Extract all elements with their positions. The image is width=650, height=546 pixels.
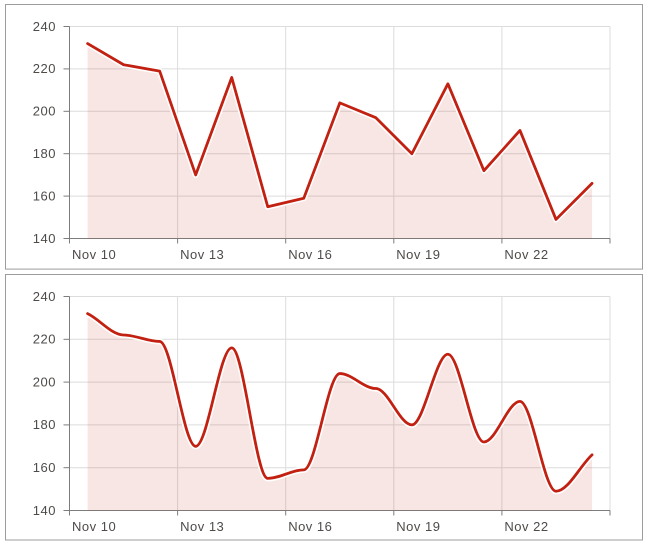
svg-text:Nov 13: Nov 13 bbox=[180, 247, 224, 262]
svg-text:Nov 10: Nov 10 bbox=[72, 519, 116, 534]
svg-text:Nov 22: Nov 22 bbox=[504, 519, 548, 534]
svg-text:Nov 13: Nov 13 bbox=[180, 519, 224, 534]
svg-text:Nov 19: Nov 19 bbox=[396, 519, 440, 534]
svg-text:220: 220 bbox=[33, 332, 56, 347]
svg-text:180: 180 bbox=[33, 146, 56, 161]
svg-text:160: 160 bbox=[33, 188, 56, 203]
svg-text:220: 220 bbox=[33, 61, 56, 76]
svg-text:200: 200 bbox=[33, 374, 56, 389]
svg-text:200: 200 bbox=[33, 104, 56, 119]
svg-text:140: 140 bbox=[33, 503, 56, 518]
svg-text:Nov 19: Nov 19 bbox=[396, 247, 440, 262]
svg-text:Nov 16: Nov 16 bbox=[288, 519, 332, 534]
svg-text:140: 140 bbox=[33, 231, 56, 246]
svg-text:240: 240 bbox=[33, 19, 56, 34]
svg-text:240: 240 bbox=[33, 289, 56, 304]
svg-text:160: 160 bbox=[33, 460, 56, 475]
svg-text:Nov 16: Nov 16 bbox=[288, 247, 332, 262]
svg-text:180: 180 bbox=[33, 417, 56, 432]
svg-text:Nov 10: Nov 10 bbox=[72, 247, 116, 262]
svg-text:Nov 22: Nov 22 bbox=[504, 247, 548, 262]
